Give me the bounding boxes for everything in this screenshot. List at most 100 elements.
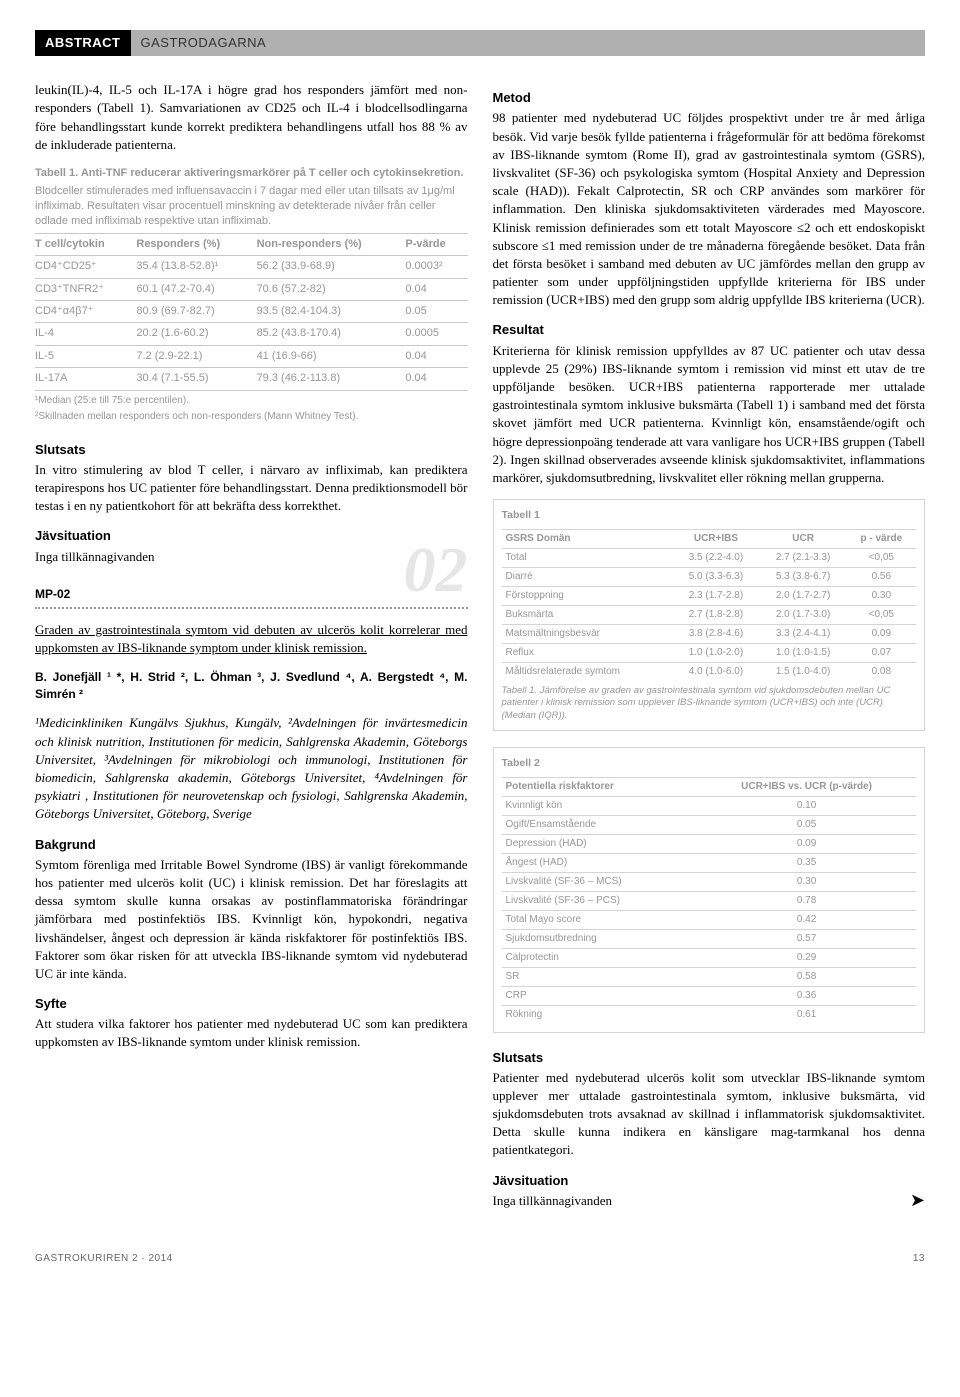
- cell: 2.0 (1.7-2.7): [760, 586, 847, 605]
- col-header: P-värde: [405, 233, 467, 255]
- cell: 56.2 (33.9-68.9): [257, 256, 406, 278]
- left-column: leukin(IL)-4, IL-5 och IL-17A i högre gr…: [35, 81, 468, 1222]
- cell: 0.29: [697, 948, 916, 967]
- cell: Livskvalité (SF-36 – MCS): [502, 872, 698, 891]
- cell: Livskvalité (SF-36 – PCS): [502, 891, 698, 910]
- r-jav-text-content: Inga tillkännagivanden: [493, 1193, 613, 1208]
- cell: SR: [502, 967, 698, 986]
- col-header: Responders (%): [136, 233, 256, 255]
- header-bar: ABSTRACT GASTRODAGARNA: [35, 30, 925, 56]
- table-row: Måltidsrelaterade symtom4.0 (1.0-6.0)1.5…: [502, 662, 917, 681]
- tabell1: GSRS DomänUCR+IBSUCRp - värde Total3.5 (…: [502, 529, 917, 681]
- table-row: Calprotectin0.29: [502, 948, 917, 967]
- divider-dots: [35, 607, 468, 609]
- cell: 0.09: [847, 624, 916, 643]
- bakgrund-text: Symtom förenliga med Irritable Bowel Syn…: [35, 856, 468, 983]
- col-header: p - värde: [847, 529, 916, 548]
- cell: 79.3 (46.2-113.8): [257, 368, 406, 390]
- cell: <0,05: [847, 605, 916, 624]
- cell: Rökning: [502, 1005, 698, 1024]
- tabell1-label: Tabell 1: [502, 508, 917, 523]
- cell: 2.7 (1.8-2.8): [672, 605, 759, 624]
- cell: IL-5: [35, 345, 136, 367]
- bakgrund-heading: Bakgrund: [35, 836, 468, 854]
- table1: T cell/cytokinResponders (%)Non-responde…: [35, 233, 468, 391]
- tabell2-block: Tabell 2 Potentiella riskfaktorerUCR+IBS…: [493, 747, 926, 1033]
- cell: Total Mayo score: [502, 910, 698, 929]
- table-row: Ångest (HAD)0.35: [502, 853, 917, 872]
- cell: 0.36: [697, 986, 916, 1005]
- cell: 1.0 (1.0-1.5): [760, 643, 847, 662]
- right-column: Metod 98 patienter med nydebuterad UC fö…: [493, 81, 926, 1222]
- cell: 3.5 (2.2-4.0): [672, 548, 759, 567]
- col-header: T cell/cytokin: [35, 233, 136, 255]
- cell: 2.0 (1.7-3.0): [760, 605, 847, 624]
- table-row: Matsmältningsbesvär3.8 (2.8-4.6)3.3 (2.4…: [502, 624, 917, 643]
- tabell1-caption: Tabell 1. Jämförelse av graden av gastro…: [502, 685, 917, 722]
- cell: 0.0003²: [405, 256, 467, 278]
- cell: 30.4 (7.1-55.5): [136, 368, 256, 390]
- r-jav-heading: Jävsituation: [493, 1172, 926, 1190]
- cell: Reflux: [502, 643, 673, 662]
- cell: 0.30: [847, 586, 916, 605]
- authors: B. Jonefjäll ¹ *, H. Strid ², L. Öhman ³…: [35, 669, 468, 703]
- cell: 0.78: [697, 891, 916, 910]
- col-header: UCR+IBS: [672, 529, 759, 548]
- slutsats-text: In vitro stimulering av blod T celler, i…: [35, 461, 468, 516]
- metod-text: 98 patienter med nydebuterad UC följdes …: [493, 109, 926, 309]
- table1-desc: Blodceller stimulerades med influensavac…: [35, 184, 468, 229]
- table-row: IL-17A30.4 (7.1-55.5)79.3 (46.2-113.8)0.…: [35, 368, 468, 390]
- cell: Matsmältningsbesvär: [502, 624, 673, 643]
- table-row: CRP0.36: [502, 986, 917, 1005]
- header-black: ABSTRACT: [35, 30, 131, 56]
- cell: 0.0005: [405, 323, 467, 345]
- cell: 93.5 (82.4-104.3): [257, 301, 406, 323]
- cell: 0.05: [405, 301, 467, 323]
- table1-foot2: ²Skillnaden mellan responders och non-re…: [35, 410, 468, 423]
- cell: IL-4: [35, 323, 136, 345]
- cell: 0.04: [405, 368, 467, 390]
- table-row: CD4⁺α4β7⁺80.9 (69.7-82.7)93.5 (82.4-104.…: [35, 301, 468, 323]
- table-row: SR0.58: [502, 967, 917, 986]
- cell: 0.58: [697, 967, 916, 986]
- table-row: Livskvalité (SF-36 – MCS)0.30: [502, 872, 917, 891]
- cell: 0.10: [697, 796, 916, 815]
- cell: CD4⁺CD25⁺: [35, 256, 136, 278]
- cell: Depression (HAD): [502, 834, 698, 853]
- cell: 20.2 (1.6-60.2): [136, 323, 256, 345]
- cell: 2.3 (1.7-2.8): [672, 586, 759, 605]
- metod-heading: Metod: [493, 89, 926, 107]
- table-row: Buksmärta2.7 (1.8-2.8)2.0 (1.7-3.0)<0,05: [502, 605, 917, 624]
- cell: 1.5 (1.0-4.0): [760, 662, 847, 681]
- r-jav-text: Inga tillkännagivanden ➤: [493, 1192, 926, 1210]
- cell: 41 (16.9-66): [257, 345, 406, 367]
- study-title: Graden av gastrointestinala symtom vid d…: [35, 621, 468, 657]
- table1-foot1: ¹Median (25:e till 75:e percentilen).: [35, 394, 468, 407]
- cell: 0.04: [405, 345, 467, 367]
- jav-heading: Jävsituation: [35, 527, 468, 545]
- cell: Förstoppning: [502, 586, 673, 605]
- intro-text: leukin(IL)-4, IL-5 och IL-17A i högre gr…: [35, 81, 468, 154]
- mp-code: MP-02: [35, 587, 70, 601]
- cell: 0.35: [697, 853, 916, 872]
- table-row: Förstoppning2.3 (1.7-2.8)2.0 (1.7-2.7)0.…: [502, 586, 917, 605]
- cell: Kvinnligt kön: [502, 796, 698, 815]
- table-row: CD4⁺CD25⁺35.4 (13.8-52.8)¹56.2 (33.9-68.…: [35, 256, 468, 278]
- cell: 85.2 (43.8-170.4): [257, 323, 406, 345]
- cell: 2.7 (2.1-3.3): [760, 548, 847, 567]
- cell: 0.61: [697, 1005, 916, 1024]
- slutsats-heading: Slutsats: [35, 441, 468, 459]
- tabell1-block: Tabell 1 GSRS DomänUCR+IBSUCRp - värde T…: [493, 499, 926, 731]
- cell: 0.08: [847, 662, 916, 681]
- cell: 5.3 (3.8-6.7): [760, 567, 847, 586]
- col-header: GSRS Domän: [502, 529, 673, 548]
- footer-left: GASTROKURIREN 2 · 2014: [35, 1252, 173, 1266]
- syfte-heading: Syfte: [35, 995, 468, 1013]
- cell: Buksmärta: [502, 605, 673, 624]
- cell: 0.07: [847, 643, 916, 662]
- cell: 0.09: [697, 834, 916, 853]
- col-header: Non-responders (%): [257, 233, 406, 255]
- table1-block: Tabell 1. Anti-TNF reducerar aktiverings…: [35, 166, 468, 423]
- cell: Total: [502, 548, 673, 567]
- cell: 0.05: [697, 815, 916, 834]
